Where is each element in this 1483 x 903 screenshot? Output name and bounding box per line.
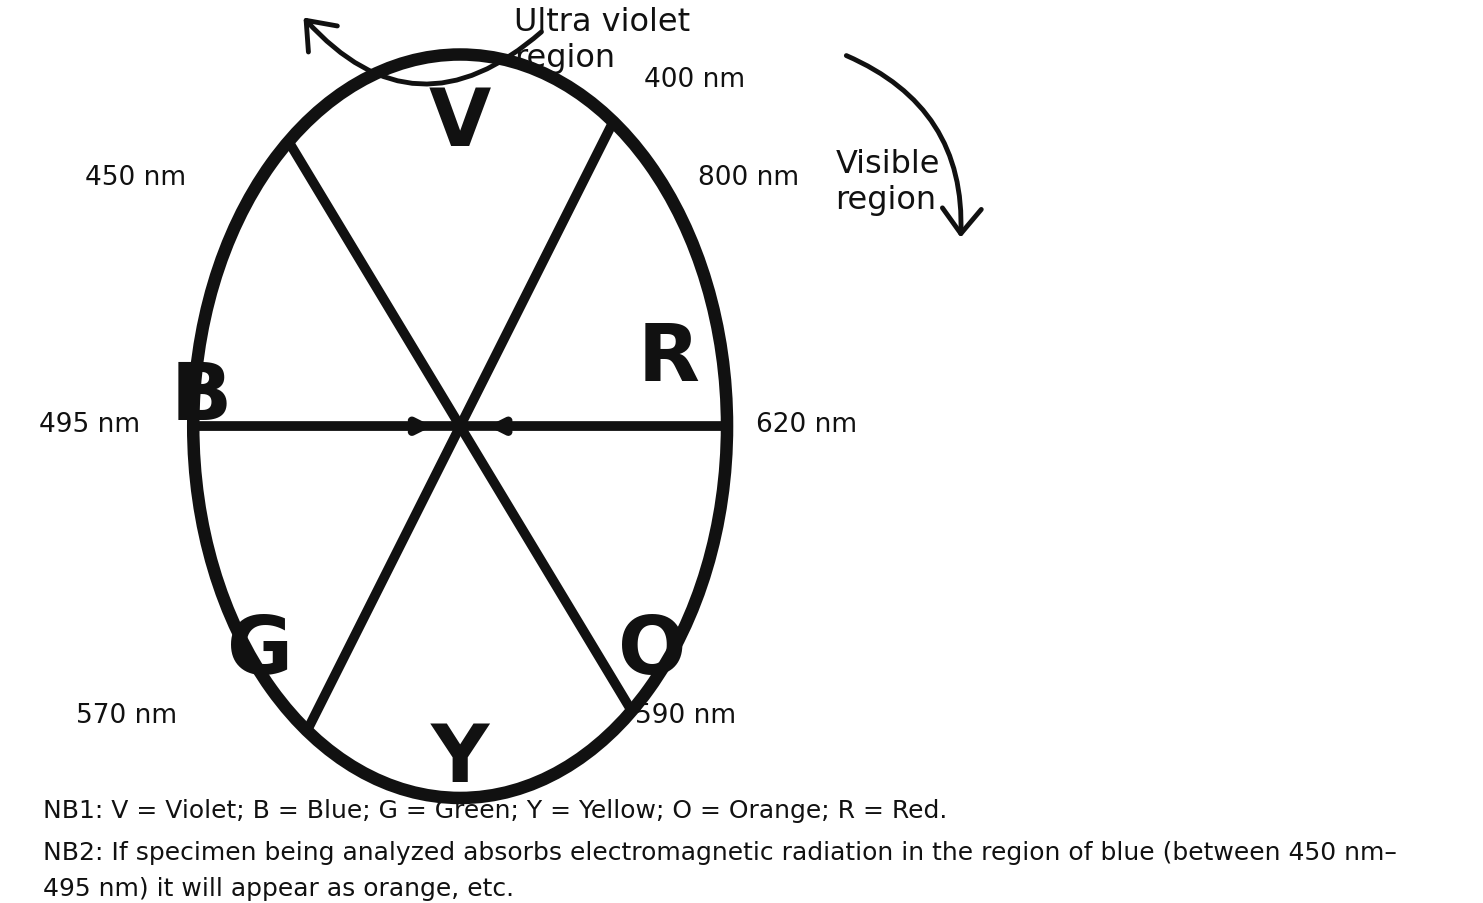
Text: Visible
region: Visible region — [835, 149, 940, 216]
Text: R: R — [638, 320, 700, 397]
Text: 450 nm: 450 nm — [85, 164, 185, 191]
FancyArrowPatch shape — [847, 57, 982, 235]
Text: 590 nm: 590 nm — [635, 702, 737, 728]
Text: 495 nm) it will appear as orange, etc.: 495 nm) it will appear as orange, etc. — [43, 876, 515, 900]
Text: Y: Y — [432, 720, 489, 798]
Text: 620 nm: 620 nm — [756, 412, 857, 438]
Text: NB2: If specimen being analyzed absorbs electromagnetic radiation in the region : NB2: If specimen being analyzed absorbs … — [43, 840, 1397, 864]
Text: 495 nm: 495 nm — [39, 412, 139, 438]
Text: NB1: V = Violet; B = Blue; G = Green; Y = Yellow; O = Orange; R = Red.: NB1: V = Violet; B = Blue; G = Green; Y … — [43, 798, 948, 822]
Text: G: G — [227, 612, 294, 691]
Text: O: O — [618, 612, 687, 691]
Text: Ultra violet
region: Ultra violet region — [515, 7, 691, 74]
Text: V: V — [429, 85, 491, 163]
Text: 800 nm: 800 nm — [698, 164, 799, 191]
Text: 400 nm: 400 nm — [644, 67, 744, 93]
Text: B: B — [171, 358, 233, 436]
FancyArrowPatch shape — [305, 22, 541, 85]
Text: 570 nm: 570 nm — [77, 702, 178, 728]
